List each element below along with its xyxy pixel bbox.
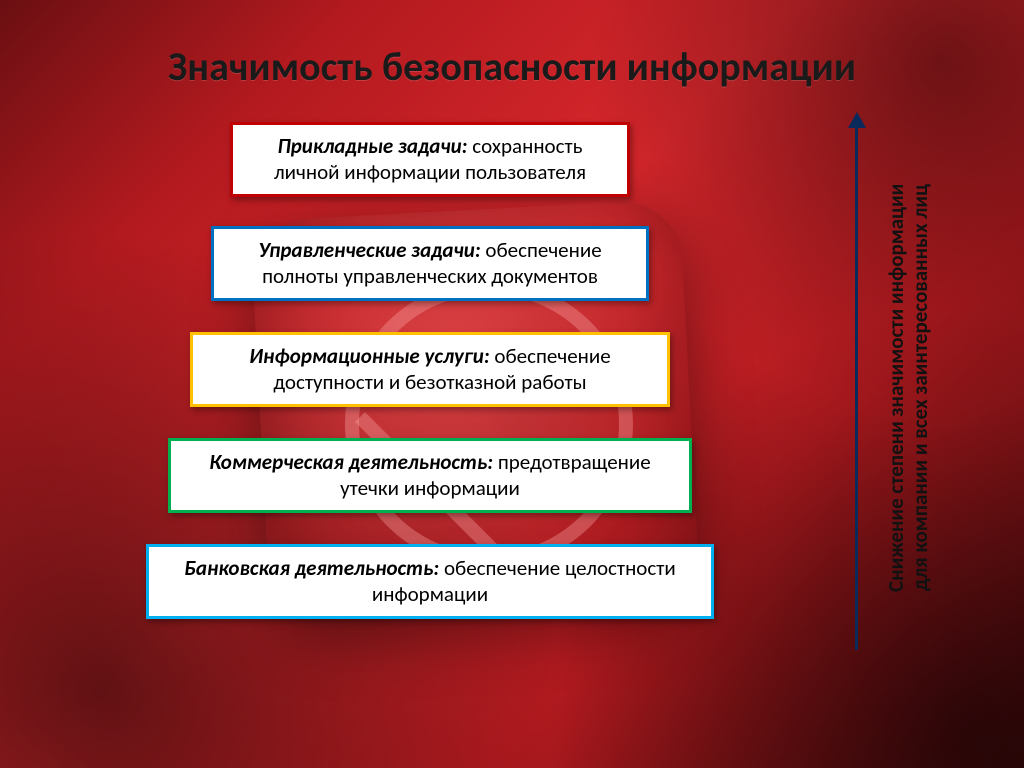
info-box-title: Информационные услуги: [249, 343, 489, 369]
info-box-5: Банковская деятельность: обеспечение цел… [146, 544, 714, 619]
info-box-2: Управленческие задачи: обеспечение полно… [211, 226, 649, 301]
info-box-title: Коммерческая деятельность: [209, 449, 493, 475]
arrow-head [848, 112, 866, 128]
arrow-line [855, 128, 858, 650]
info-box-title: Управленческие задачи: [258, 237, 480, 263]
info-box-4: Коммерческая деятельность: предотвращени… [168, 438, 692, 513]
info-box-title: Банковская деятельность: [184, 555, 439, 581]
side-label: Снижение степени значимости информации д… [884, 128, 932, 648]
page-title: Значимость безопасности информации [0, 42, 1024, 91]
bg-ring [345, 280, 633, 568]
slide: Значимость безопасности информации Прикл… [0, 0, 1024, 768]
info-box-1: Прикладные задачи: сохранность личной ин… [230, 122, 630, 197]
side-label-line1: Снижение степени значимости информации [883, 184, 909, 592]
info-box-3: Информационные услуги: обеспечение досту… [190, 332, 670, 407]
side-label-line2: для компании и всех заинтересованных лиц [907, 185, 933, 592]
info-box-title: Прикладные задачи: [277, 133, 467, 159]
